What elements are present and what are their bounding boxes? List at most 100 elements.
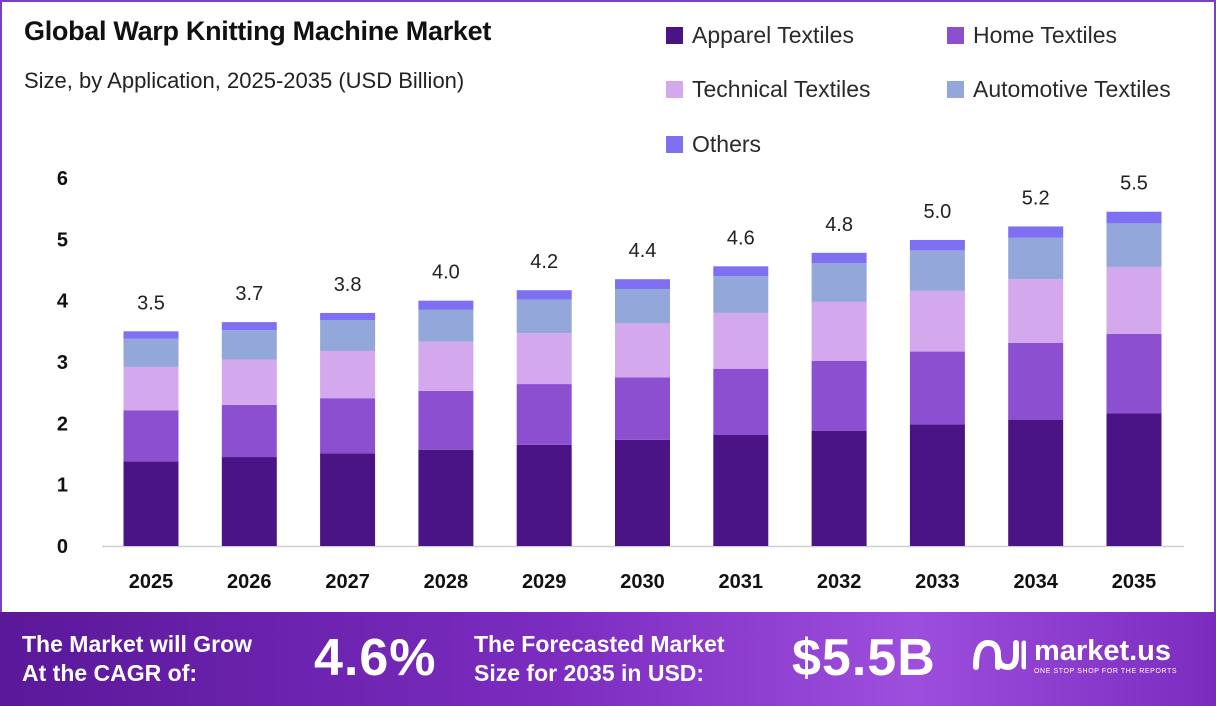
- x-tick-label: 2029: [522, 571, 567, 593]
- bar-segment-home-textiles: [418, 390, 474, 450]
- bar-segment-automotive-textiles: [123, 338, 179, 367]
- bar-stack-2031: [713, 266, 769, 546]
- cagr-label-line1: The Market will Grow: [22, 631, 253, 657]
- x-tick-label: 2035: [1112, 571, 1157, 593]
- legend-swatch-technical-textiles: [666, 81, 683, 98]
- bar-segment-home-textiles: [811, 360, 867, 431]
- bar-segment-apparel-textiles: [123, 461, 179, 546]
- bar-stack-2035: [1106, 211, 1162, 546]
- bar-segment-others: [123, 331, 179, 339]
- market-us-logo-icon: [973, 639, 1026, 670]
- cagr-value: 4.6%: [314, 629, 437, 687]
- bar-segment-apparel-textiles: [713, 434, 769, 546]
- forecast-value: $5.5B: [792, 629, 936, 687]
- y-tick-label: 0: [57, 536, 68, 558]
- bar-stack-2029: [516, 290, 572, 546]
- x-tick-label: 2031: [719, 571, 764, 593]
- chart-title: Global Warp Knitting Machine Market: [24, 16, 492, 46]
- bar-segment-others: [909, 239, 965, 251]
- footer-banner: The Market will Grow At the CAGR of: 4.6…: [0, 612, 1216, 706]
- bar-segment-home-textiles: [320, 398, 376, 454]
- bar-segment-apparel-textiles: [909, 424, 965, 546]
- legend-label-home-textiles: Home Textiles: [973, 22, 1118, 48]
- bar-segment-automotive-textiles: [221, 330, 277, 360]
- forecast-label: The Forecasted Market Size for 2035 in U…: [474, 630, 725, 688]
- legend-label-technical-textiles: Technical Textiles: [692, 76, 871, 102]
- bar-segment-technical-textiles: [320, 350, 376, 399]
- bar-segment-technical-textiles: [811, 301, 867, 361]
- y-tick-label: 4: [57, 291, 69, 313]
- legend-item-apparel-textiles: Apparel Textiles: [666, 22, 854, 49]
- stacked-bar-chart: 0 1 2 3 4 5 6 3.5 2025 3.7 2026 3.8 2027 4.0 2028 4.2 20…: [57, 168, 1184, 593]
- legend-item-home-textiles: Home Textiles: [947, 22, 1117, 49]
- brand-tagline: ONE STOP SHOP FOR THE REPORTS: [1034, 668, 1178, 675]
- x-tick-label: 2033: [915, 571, 960, 593]
- bar-segment-apparel-textiles: [811, 430, 867, 546]
- y-tick-label: 2: [57, 413, 68, 435]
- x-tick-label: 2030: [620, 571, 665, 593]
- bar-segment-others: [1008, 226, 1064, 238]
- bar-segment-automotive-textiles: [1106, 223, 1162, 267]
- cagr-label: The Market will Grow At the CAGR of:: [22, 630, 252, 688]
- bar-segment-apparel-textiles: [516, 444, 572, 546]
- bar-total-label: 5.0: [923, 201, 951, 223]
- bar-segment-apparel-textiles: [1106, 413, 1162, 546]
- bar-stack-2026: [221, 322, 277, 546]
- bar-segment-home-textiles: [221, 404, 277, 458]
- legend-item-automotive-textiles: Automotive Textiles: [947, 76, 1171, 103]
- y-tick-label: 1: [57, 475, 68, 497]
- bar-segment-home-textiles: [713, 368, 769, 435]
- brand-logo: market.us ONE STOP SHOP FOR THE REPORTS: [972, 636, 1177, 675]
- bar-segment-automotive-textiles: [615, 289, 670, 324]
- bar-segment-apparel-textiles: [418, 449, 474, 546]
- bar-total-label: 5.5: [1120, 173, 1148, 195]
- legend-swatch-home-textiles: [947, 27, 964, 44]
- bar-stack-2028: [418, 300, 474, 546]
- x-tick-label: 2025: [129, 571, 174, 593]
- bar-stack-2033: [909, 239, 965, 546]
- bar-total-label: 4.6: [727, 227, 755, 249]
- bar-segment-automotive-textiles: [713, 276, 769, 313]
- bar-total-label: 3.8: [334, 274, 362, 296]
- bar-segment-home-textiles: [909, 351, 965, 425]
- x-tick-label: 2026: [227, 571, 272, 593]
- bar-segment-technical-textiles: [615, 323, 670, 378]
- bar-segment-automotive-textiles: [909, 250, 965, 291]
- legend-label-others: Others: [692, 131, 762, 157]
- y-tick-label: 5: [57, 229, 68, 251]
- bar-segment-technical-textiles: [713, 312, 769, 369]
- bar-segment-automotive-textiles: [811, 263, 867, 302]
- bar-segment-others: [516, 290, 572, 300]
- brand-name: market.us: [1034, 635, 1172, 667]
- y-tick-label: 6: [57, 168, 68, 190]
- bar-segment-automotive-textiles: [516, 299, 572, 334]
- x-tick-label: 2027: [325, 571, 370, 593]
- bar-segment-automotive-textiles: [418, 309, 474, 342]
- x-tick-label: 2034: [1013, 571, 1058, 593]
- bar-total-label: 3.7: [235, 283, 263, 305]
- bar-segment-others: [221, 322, 277, 331]
- legend-item-technical-textiles: Technical Textiles: [666, 76, 871, 103]
- legend-item-others: Others: [666, 131, 761, 158]
- chart-subtitle: Size, by Application, 2025-2035 (USD Bil…: [24, 68, 465, 93]
- bar-total-label: 5.2: [1022, 187, 1050, 209]
- bar-segment-others: [615, 279, 670, 290]
- bar-segment-home-textiles: [123, 410, 179, 462]
- bar-total-label: 4.2: [530, 251, 558, 273]
- bar-segment-others: [713, 266, 769, 277]
- forecast-label-line1: The Forecasted Market: [474, 631, 725, 657]
- x-tick-label: 2032: [817, 571, 862, 593]
- bar-segment-automotive-textiles: [320, 320, 376, 351]
- bar-segment-home-textiles: [1106, 333, 1162, 414]
- bar-total-label: 3.5: [137, 292, 165, 314]
- legend-swatch-automotive-textiles: [947, 81, 964, 98]
- bar-segment-automotive-textiles: [1008, 237, 1064, 280]
- bar-segment-apparel-textiles: [1008, 419, 1064, 546]
- bar-segment-others: [418, 300, 474, 310]
- bar-segment-technical-textiles: [909, 290, 965, 352]
- bar-stack-2025: [123, 331, 179, 546]
- legend-label-automotive-textiles: Automotive Textiles: [973, 76, 1171, 102]
- bar-segment-technical-textiles: [123, 366, 179, 411]
- forecast-label-line2: Size for 2035 in USD:: [474, 660, 705, 686]
